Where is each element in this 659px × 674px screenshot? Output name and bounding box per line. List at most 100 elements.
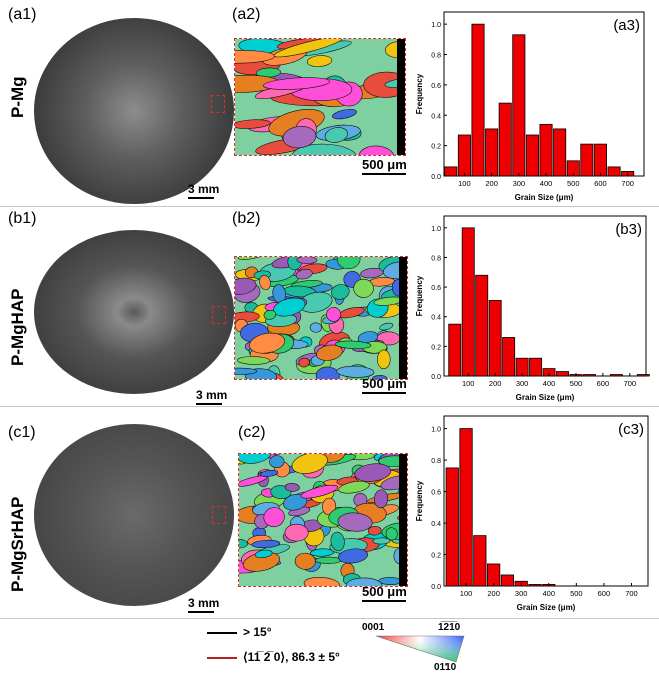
unindexed-edge: [399, 257, 407, 379]
row-divider: [0, 206, 659, 207]
bar: [593, 143, 607, 177]
grain: [336, 257, 361, 270]
histogram-c3: 0.0 0.2 0.4 0.6 0.8 1.0 100 200 300 400 500 600 700 G…: [412, 408, 656, 616]
y-tick-label: 0.4: [431, 113, 441, 120]
ipf-color-key: 0001 1̅2̅1̅0 01̕10: [360, 620, 470, 674]
grain: [372, 375, 388, 379]
row-divider: [0, 406, 659, 407]
legend-line-high-angle: [207, 632, 237, 634]
grain: [249, 332, 286, 354]
grain: [336, 365, 375, 378]
grain: [372, 537, 391, 545]
grain: [298, 357, 310, 368]
grain: [384, 76, 405, 88]
bar: [487, 563, 501, 587]
scale-bar-micro: 500 μm: [362, 376, 407, 394]
grain: [324, 127, 348, 143]
y-tick-label: 0.0: [431, 374, 441, 381]
grain: [284, 482, 300, 492]
y-tick-label: 1.0: [431, 22, 441, 29]
sample-disk-image: [34, 18, 234, 204]
grain: [239, 538, 248, 549]
x-tick-label: 400: [540, 179, 553, 188]
panel-label-b2: (b2): [232, 210, 261, 227]
scale-bar-macro: 3 mm: [188, 182, 219, 199]
grain: [269, 455, 285, 468]
y-tick-label: 0.8: [431, 255, 441, 262]
grain: [353, 278, 374, 298]
bar: [445, 467, 459, 587]
grain: [326, 307, 341, 322]
y-tick-label: 1.0: [431, 427, 441, 434]
grain: [259, 275, 271, 291]
grain: [315, 366, 340, 379]
y-tick-label: 0.4: [431, 521, 441, 528]
row-a: (a1) P-Mg 3 mm (a2) 500 μm 0.0 0.2 0.4 0.6 0…: [0, 0, 659, 206]
grain: [237, 257, 275, 260]
bar: [500, 574, 515, 587]
panel-label-c1: (c1): [8, 424, 36, 441]
panel-label-a2: (a2): [232, 6, 261, 23]
ipf-label-0110: 01̕10: [434, 662, 457, 673]
x-axis-label: Grain Size (μm): [516, 393, 575, 402]
grain: [284, 523, 309, 542]
grain: [267, 454, 287, 455]
ipf-triangle: [375, 635, 465, 663]
panel-label: (b3): [615, 221, 642, 238]
bar: [457, 134, 471, 177]
panel-label: (a3): [613, 17, 640, 34]
bar: [473, 535, 487, 587]
grain: [239, 454, 272, 464]
ipf-label-1210: 1̅2̅1̅0: [438, 622, 461, 633]
grain: [296, 257, 318, 264]
grain: [354, 463, 392, 482]
x-tick-label: 700: [624, 379, 637, 388]
row-divider: [0, 618, 659, 619]
x-tick-label: 400: [542, 589, 555, 598]
x-tick-label: 700: [625, 589, 638, 598]
legend-label-high-angle: > 15°: [243, 625, 272, 639]
grain: [260, 469, 279, 477]
y-tick-label: 0.8: [431, 458, 441, 465]
row-c: (c1) P-MgSrHAP 3 mm (c2) 500 μm 0.0 0.2 0.…: [0, 408, 659, 618]
y-axis-label: Frequency: [415, 480, 424, 521]
grain: [235, 119, 271, 129]
grain: [263, 507, 285, 528]
legend-line-twin: [207, 657, 237, 659]
panel-label-a1: (a1): [8, 6, 37, 23]
ebsd-map: [234, 256, 408, 380]
histogram-b3: 0.0 0.2 0.4 0.6 0.8 1.0 100 200 300 400 500 600 700 G…: [412, 208, 654, 406]
bar: [475, 274, 489, 377]
bar: [488, 300, 502, 377]
x-tick-label: 700: [621, 179, 634, 188]
grain: [338, 480, 370, 494]
grain: [294, 552, 316, 570]
x-tick-label: 100: [462, 379, 475, 388]
sample-disk-image: [34, 230, 234, 394]
bar: [553, 128, 567, 177]
x-tick-label: 200: [487, 589, 500, 598]
bar: [502, 337, 516, 377]
histogram-a3: 0.0 0.2 0.4 0.6 0.8 1.0 100 200 300 400 500 600 700 G…: [412, 4, 652, 206]
scale-bar-macro: 3 mm: [188, 596, 219, 613]
panel-label: (c3): [618, 421, 644, 438]
x-tick-label: 600: [594, 179, 607, 188]
x-tick-label: 300: [515, 589, 528, 598]
grain: [358, 145, 395, 155]
x-tick-label: 400: [543, 379, 556, 388]
y-tick-label: 0.6: [431, 83, 441, 90]
zoom-marker: [212, 306, 226, 324]
y-tick-label: 0.2: [431, 344, 441, 351]
grain: [316, 344, 343, 361]
grain: [239, 475, 268, 487]
grain: [282, 126, 317, 149]
grain: [251, 539, 281, 549]
unindexed-edge: [397, 39, 405, 155]
grain: [254, 549, 273, 559]
bar: [525, 134, 539, 177]
grain: [331, 284, 350, 300]
sample-label-pmgsrhap: P-MgSrHAP: [8, 496, 27, 592]
zoom-marker: [212, 506, 226, 524]
scale-bar-macro: 3 mm: [196, 388, 227, 405]
y-axis-label: Frequency: [415, 275, 424, 316]
